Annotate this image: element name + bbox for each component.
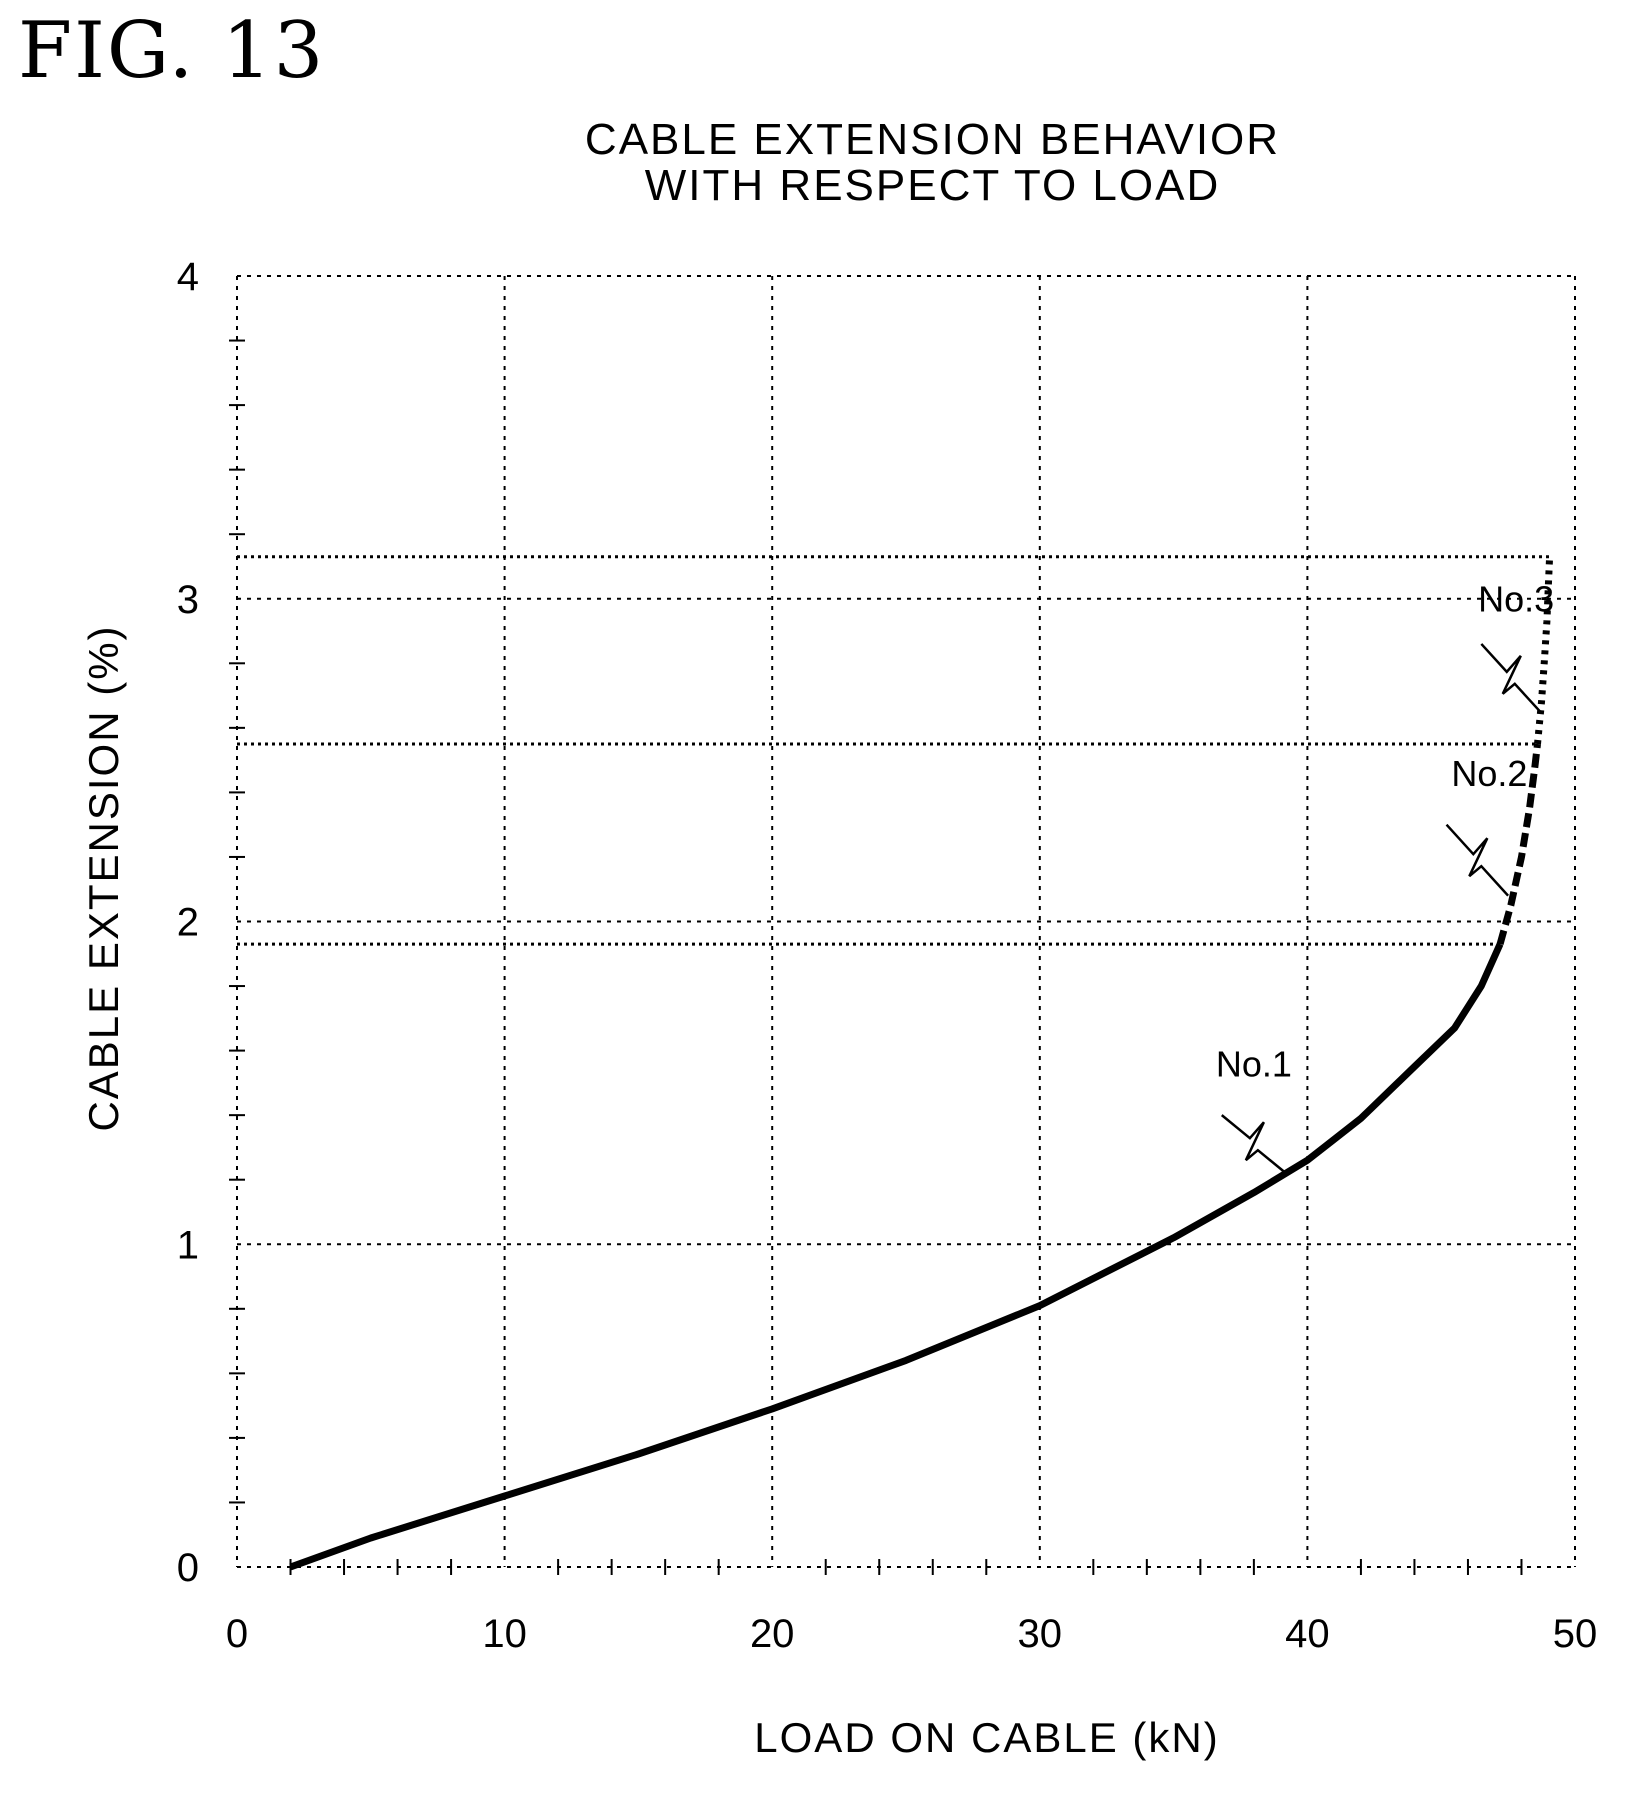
grid [236,275,1576,1568]
chart-title-line2: WITH RESPECT TO LOAD [644,161,1221,210]
y-tick-label: 4 [177,255,199,299]
series-annotations: No.1 No.2 No.3 [1216,579,1554,1175]
leader-line-1 [1220,1114,1287,1175]
tick-labels: 0 10 20 30 40 50 0 1 2 3 4 [177,255,1598,1656]
series-label-1: No.1 [1216,1043,1292,1084]
series-line-2 [1496,743,1541,946]
x-tick-label: 50 [1553,1612,1598,1656]
figure-label: FIG. 13 [18,6,326,96]
x-tick-label: 20 [750,1612,795,1656]
leader-line-2 [1445,823,1510,897]
y-tick-label: 2 [177,901,199,945]
x-tick-label: 0 [226,1612,248,1656]
x-tick-label: 10 [482,1612,527,1656]
y-tick-label: 0 [177,1546,199,1590]
chart-title-line1: CABLE EXTENSION BEHAVIOR [584,115,1281,164]
x-tick-label: 30 [1018,1612,1063,1656]
series-label-2: No.2 [1451,753,1527,794]
series-line-1 [289,942,1504,1571]
leader-line-3 [1480,643,1542,713]
y-tick-label: 3 [177,578,199,622]
x-tick-label: 40 [1285,1612,1330,1656]
y-axis-title: CABLE EXTENSION (%) [80,624,127,1131]
minor-ticks [229,339,1523,1575]
y-tick-label: 1 [177,1223,199,1267]
reference-lines [237,555,1550,946]
series-label-3: No.3 [1478,579,1554,620]
series-group [289,556,1554,1571]
series-line-3 [1534,556,1554,745]
x-axis-title: LOAD ON CABLE (kN) [754,1714,1219,1761]
